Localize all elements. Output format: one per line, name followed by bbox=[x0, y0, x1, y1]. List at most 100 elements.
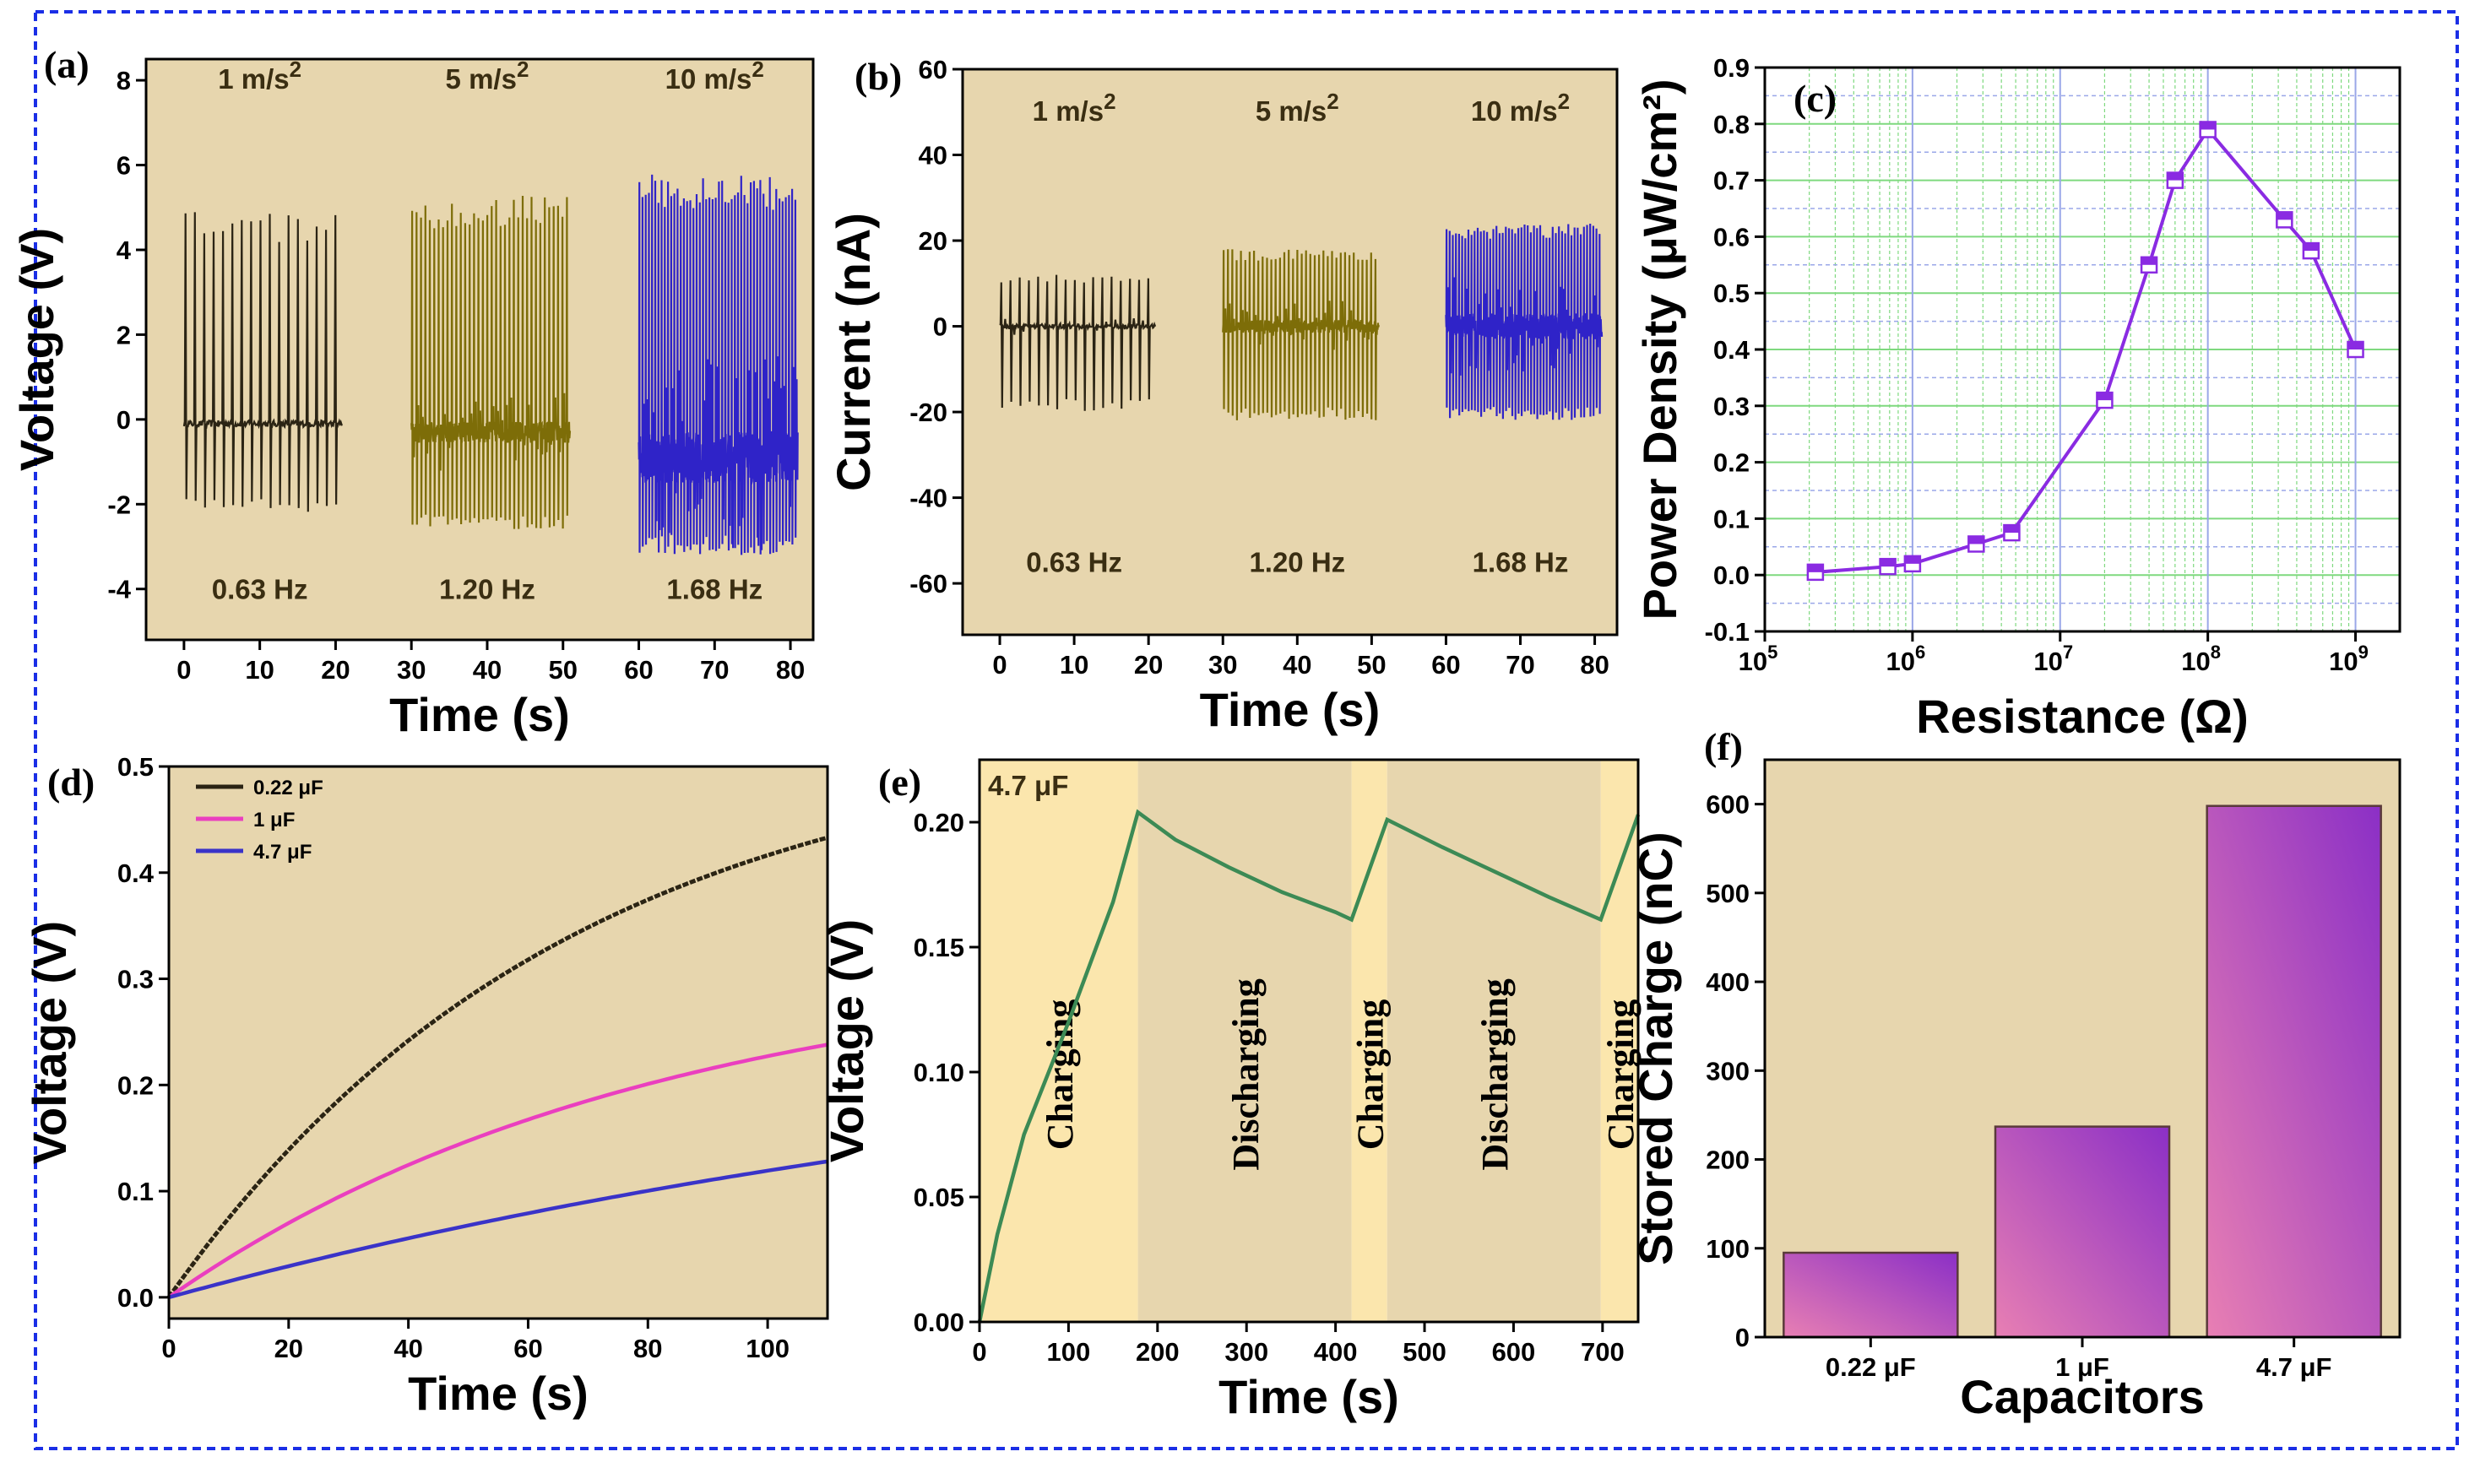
panel-a: 1 m/s2 5 m/s2 10 m/s2 0.63 Hz 1.20 Hz 1.68 Hz… bbox=[10, 43, 815, 741]
y-tick-label: 0 bbox=[933, 312, 947, 342]
panel-label: (d) bbox=[47, 761, 95, 804]
data-point-fill bbox=[1880, 559, 1896, 567]
y-axis-title: Stored Charge (nC) bbox=[1629, 831, 1682, 1265]
y-tick-label: 8 bbox=[117, 66, 131, 95]
phase-label: Charging bbox=[1350, 999, 1392, 1150]
phase-band bbox=[980, 760, 1138, 1322]
x-tick-label: 10 bbox=[245, 655, 274, 685]
y-tick-label: 0.7 bbox=[1713, 166, 1750, 196]
y-tick-label: 600 bbox=[1706, 790, 1750, 820]
y-tick-label: 0.0 bbox=[117, 1283, 154, 1313]
panel-d: 0.22 μF 1 μF 4.7 μF 0.0 0.1 0.2 0.3 0.4 0.5 0 20 40… bbox=[23, 752, 829, 1420]
y-axis-title: Voltage (V) bbox=[820, 919, 873, 1162]
y-tick-label: 0.10 bbox=[914, 1058, 964, 1087]
x-tick-label: 40 bbox=[393, 1334, 422, 1363]
y-tick-label: 0.5 bbox=[1713, 279, 1750, 308]
capacitance-label: 4.7 μF bbox=[988, 770, 1068, 801]
y-tick-label: 100 bbox=[1706, 1234, 1750, 1264]
x-tick-label: 0 bbox=[972, 1337, 986, 1367]
series-line bbox=[410, 195, 572, 529]
x-tick-label: 20 bbox=[321, 655, 350, 685]
y-tick-label: 0.20 bbox=[914, 808, 964, 837]
y-axis-title: Voltage (V) bbox=[23, 921, 76, 1164]
y-tick-label: 0.05 bbox=[914, 1183, 964, 1212]
y-tick-label: 0.4 bbox=[117, 858, 155, 888]
x-tick-label: 70 bbox=[1506, 650, 1534, 680]
panel-label: (a) bbox=[44, 43, 90, 86]
x-tick-label: 10 bbox=[1060, 650, 1088, 680]
x-tick-label: 80 bbox=[776, 655, 805, 685]
data-point-fill bbox=[2097, 393, 2113, 401]
x-axis-title: Time (s) bbox=[408, 1367, 589, 1420]
y-tick-label: -0.1 bbox=[1705, 617, 1750, 647]
frequency-label: 0.63 Hz bbox=[1026, 547, 1122, 578]
y-tick-label: 4 bbox=[117, 236, 132, 265]
x-tick-label: 80 bbox=[1580, 650, 1609, 680]
x-tick-label: 50 bbox=[549, 655, 578, 685]
x-tick-label: 80 bbox=[633, 1334, 662, 1363]
panel-label: (b) bbox=[855, 55, 902, 98]
y-tick-label: 40 bbox=[919, 141, 947, 171]
y-tick-label: 60 bbox=[919, 55, 947, 84]
y-tick-label: 0.00 bbox=[914, 1308, 964, 1337]
series-line bbox=[977, 809, 1641, 1323]
data-point-fill bbox=[1807, 564, 1823, 572]
legend-label: 1 μF bbox=[253, 809, 295, 831]
y-tick-label: 0 bbox=[1735, 1323, 1750, 1352]
x-tick-label: 20 bbox=[274, 1334, 303, 1363]
y-tick-label: -60 bbox=[909, 569, 947, 598]
bar bbox=[1994, 1125, 2171, 1339]
y-tick-label: 0.3 bbox=[1713, 392, 1750, 421]
panel-label: (c) bbox=[1794, 77, 1837, 120]
x-axis-title: Resistance (Ω) bbox=[1916, 690, 2248, 743]
panel-b: 1 m/s2 5 m/s2 10 m/s2 0.63 Hz 1.20 Hz 1.68 Hz… bbox=[827, 55, 1619, 736]
y-tick-label: 0.5 bbox=[117, 752, 154, 782]
series-line bbox=[1222, 249, 1380, 420]
panel-label: (f) bbox=[1704, 725, 1743, 768]
x-tick-label: 0 bbox=[176, 655, 191, 685]
y-tick-label: 0.2 bbox=[1713, 448, 1750, 478]
legend-label: 4.7 μF bbox=[253, 841, 312, 864]
x-tick-label: 30 bbox=[397, 655, 426, 685]
x-tick-label: 100 bbox=[1047, 1337, 1091, 1367]
y-tick-label: 0.1 bbox=[117, 1177, 154, 1206]
data-point-fill bbox=[2347, 342, 2363, 349]
plot-frame bbox=[978, 758, 1640, 1324]
y-tick-label: -20 bbox=[909, 398, 947, 427]
x-tick-label: 108 bbox=[2181, 642, 2221, 676]
plot-frame bbox=[167, 765, 829, 1320]
phase-band bbox=[1137, 760, 1352, 1322]
y-tick-label: 0.0 bbox=[1713, 561, 1750, 590]
x-tick-label: 0 bbox=[161, 1334, 176, 1363]
panel-c: -0.1 0.0 0.1 0.2 0.3 0.4 0.5 0.6 0.7 0.8 0.9 105 106… bbox=[1633, 53, 2401, 743]
data-point-fill bbox=[1904, 555, 1920, 564]
phase-label: Charging bbox=[1039, 999, 1081, 1150]
frequency-label: 0.63 Hz bbox=[212, 574, 308, 605]
x-tick-label: 20 bbox=[1134, 650, 1163, 680]
y-tick-label: 0.4 bbox=[1713, 335, 1750, 365]
x-tick-label: 1 μF bbox=[2055, 1352, 2109, 1382]
frequency-label: 1.68 Hz bbox=[666, 574, 762, 605]
rate-label: 10 m/s2 bbox=[1471, 89, 1570, 127]
y-tick-label: 0.6 bbox=[1713, 222, 1750, 252]
y-tick-label: -2 bbox=[107, 490, 131, 519]
series-line bbox=[1445, 223, 1604, 420]
figure-border bbox=[34, 10, 2459, 1450]
y-tick-label: 0.9 bbox=[1713, 53, 1750, 83]
rate-label: 5 m/s2 bbox=[446, 57, 529, 95]
x-tick-label: 106 bbox=[1886, 642, 1926, 676]
panel-label: (e) bbox=[878, 761, 921, 804]
legend-label: 0.22 μF bbox=[253, 777, 323, 799]
y-tick-label: 2 bbox=[117, 320, 131, 349]
rate-label: 5 m/s2 bbox=[1256, 89, 1339, 127]
y-tick-label: 0.8 bbox=[1713, 110, 1750, 139]
x-tick-label: 107 bbox=[2033, 642, 2073, 676]
y-tick-label: 0.3 bbox=[117, 965, 154, 994]
frequency-label: 1.20 Hz bbox=[1249, 547, 1345, 578]
y-tick-label: -4 bbox=[107, 575, 131, 604]
y-axis-title: Voltage (V) bbox=[10, 228, 63, 471]
y-tick-label: 6 bbox=[117, 151, 131, 181]
y-tick-label: -40 bbox=[909, 484, 947, 513]
data-point-fill bbox=[2303, 243, 2319, 252]
